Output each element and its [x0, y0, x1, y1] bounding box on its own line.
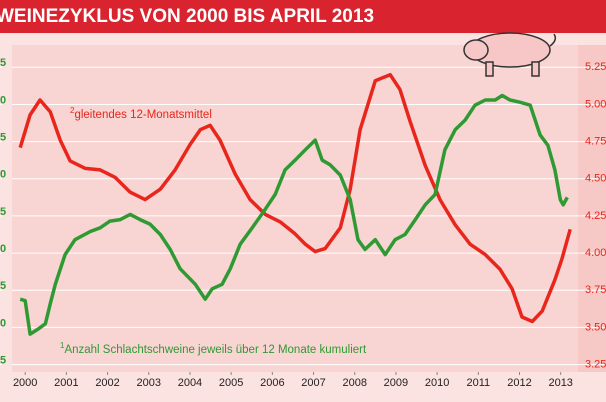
pig-icon — [463, 32, 557, 77]
x-tick-label: 2004 — [178, 377, 202, 389]
y2-tick-label: 4.75 — [585, 136, 606, 148]
y2-tick-label: 5.00 — [585, 98, 606, 110]
y-tick-label: 0 — [0, 169, 6, 181]
y-tick-label: 5 — [0, 132, 6, 144]
y2-tick-label: 3.75 — [585, 284, 606, 296]
plot-area — [12, 45, 578, 372]
annotation-sup: 1 — [60, 341, 65, 350]
annotation-sup: 2 — [70, 106, 75, 115]
x-tick-label: 2009 — [384, 377, 408, 389]
y-tick-label: 5 — [0, 354, 6, 366]
series-line — [19, 93, 569, 336]
y-tick-label: 5 — [0, 206, 6, 218]
x-tick-label: 2006 — [260, 377, 284, 389]
annotation-text: Anzahl Schlachtschweine jeweils über 12 … — [64, 344, 367, 356]
x-tick-label: 2001 — [54, 377, 78, 389]
x-tick-label: 2007 — [301, 377, 325, 389]
y-tick-label: 0 — [0, 94, 6, 106]
y2-tick-label: 4.50 — [585, 173, 606, 185]
right-axis-band — [578, 45, 606, 372]
y-tick-label: 0 — [0, 243, 6, 255]
chart-title: WEINEZYKLUS VON 2000 BIS APRIL 2013 — [0, 6, 374, 27]
annotation: 1Anzahl Schlachtschweine jeweils über 12… — [60, 341, 367, 356]
x-tick-label: 2002 — [95, 377, 119, 389]
y2-tick-label: 5.25 — [585, 61, 606, 73]
x-tick-label: 2011 — [466, 377, 490, 389]
annotation-text: gleitendes 12-Monatsmittel — [74, 109, 211, 121]
y2-tick-label: 3.25 — [585, 358, 606, 370]
y2-tick-label: 4.00 — [585, 247, 606, 259]
y-tick-label: 5 — [0, 57, 6, 69]
x-tick-label: 2010 — [425, 377, 449, 389]
x-tick-label: 2012 — [507, 377, 531, 389]
y-tick-label: 5 — [0, 280, 6, 292]
x-tick-label: 2005 — [219, 377, 243, 389]
title-bar — [0, 0, 606, 33]
y2-tick-label: 4.25 — [585, 210, 606, 222]
series-line — [18, 72, 572, 324]
annotation: 2gleitendes 12-Monatsmittel — [70, 106, 212, 121]
x-tick-label: 2008 — [342, 377, 366, 389]
x-tick-label: 2013 — [548, 377, 572, 389]
x-tick-label: 2003 — [137, 377, 161, 389]
y2-tick-label: 3.50 — [585, 321, 606, 333]
y-tick-label: 0 — [0, 317, 6, 329]
x-tick-label: 2000 — [13, 377, 37, 389]
